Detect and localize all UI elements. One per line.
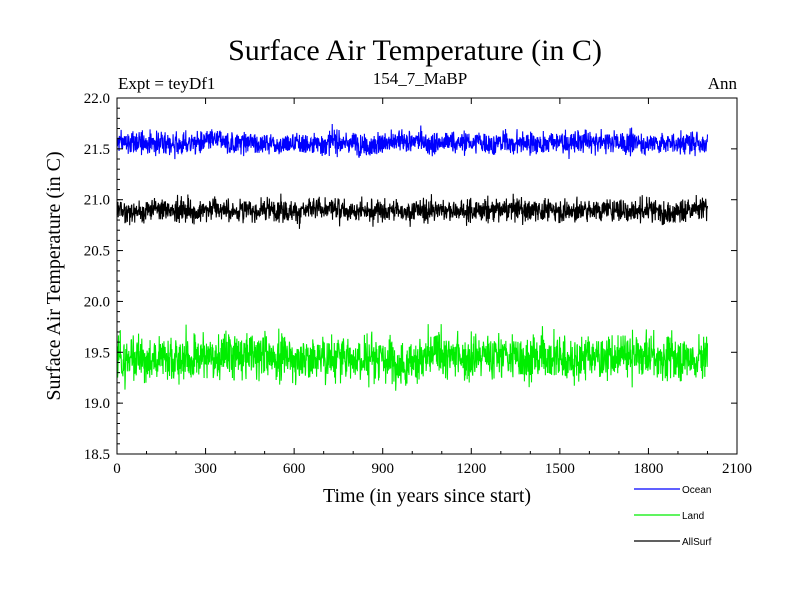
x-tick-label: 900 (371, 461, 394, 477)
y-tick-label: 19.0 (84, 396, 110, 412)
season-label: Ann (708, 74, 738, 93)
x-axis-label: Time (in years since start) (323, 485, 531, 507)
series-layer (116, 124, 709, 391)
legend-label-ocean: Ocean (682, 485, 711, 496)
y-tick-label: 21.5 (84, 142, 110, 158)
y-axis-label: Surface Air Temperature (in C) (43, 151, 65, 400)
x-tick-label: 300 (194, 461, 217, 477)
x-tick-label: 1500 (545, 461, 575, 477)
x-tick-label: 1800 (633, 461, 663, 477)
x-axis: 0 300 600 900 1200 1500 1800 2100 (113, 98, 752, 477)
y-tick-label: 18.5 (84, 447, 110, 463)
legend-label-land: Land (682, 511, 704, 522)
y-tick-label: 22.0 (84, 91, 110, 107)
x-tick-label: 600 (283, 461, 306, 477)
legend-label-allsurf: AllSurf (682, 537, 712, 548)
experiment-label: Expt = teyDf1 (118, 74, 215, 93)
series-line-land (116, 324, 709, 391)
y-axis: 18.5 19.0 19.5 20.0 20.5 21.0 21.5 22.0 (84, 91, 737, 463)
period-label: 154_7_MaBP (373, 69, 467, 88)
chart-title: Surface Air Temperature (in C) (228, 34, 602, 67)
y-tick-label: 20.0 (84, 294, 110, 310)
x-tick-label: 2100 (722, 461, 752, 477)
plot-frame (116, 97, 738, 455)
series-line-ocean (116, 124, 709, 160)
x-tick-label: 0 (113, 461, 121, 477)
y-tick-label: 20.5 (84, 244, 110, 260)
x-tick-label: 1200 (456, 461, 486, 477)
legend: Ocean Land AllSurf (634, 485, 712, 548)
series-line-allsurf (116, 193, 709, 229)
y-tick-label: 19.5 (84, 345, 110, 361)
y-tick-label: 21.0 (84, 193, 110, 209)
